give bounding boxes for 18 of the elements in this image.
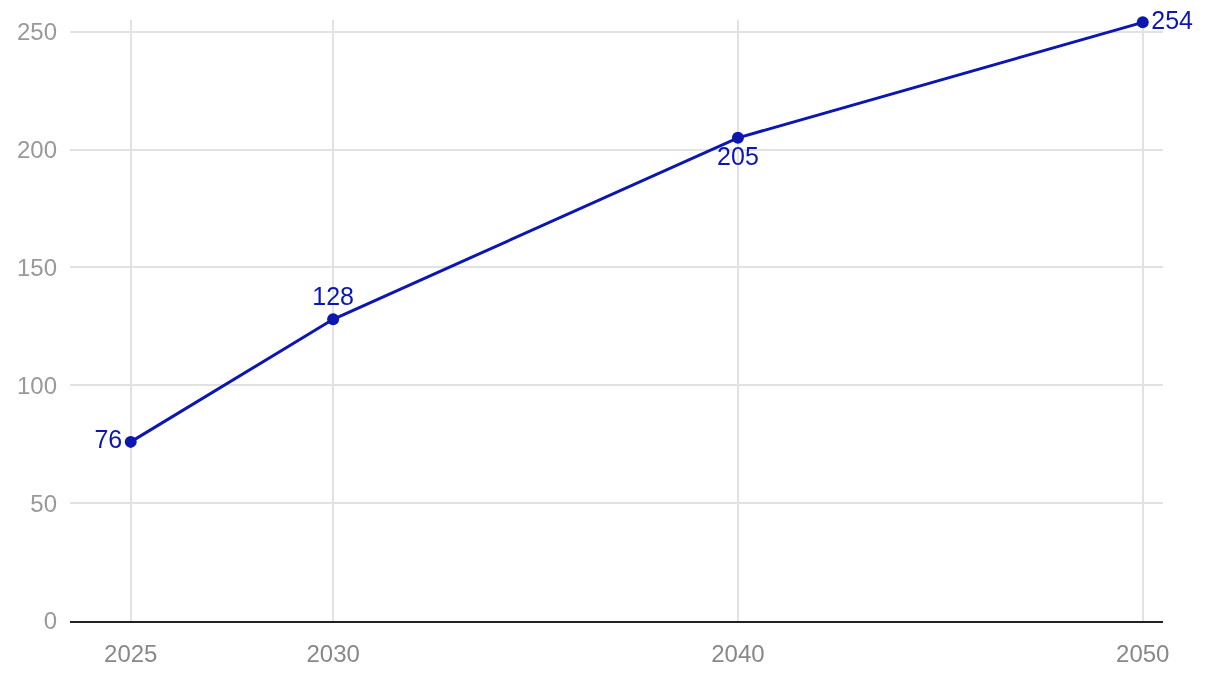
y-tick-label: 0 xyxy=(43,607,57,635)
point xyxy=(1136,16,1149,29)
y-tick-label: 250 xyxy=(16,18,57,46)
point xyxy=(327,313,340,326)
data-label: 205 xyxy=(717,142,759,171)
point xyxy=(124,435,137,448)
x-tick-label: 2040 xyxy=(711,639,765,667)
y-tick-label: 50 xyxy=(30,489,57,517)
data-label: 128 xyxy=(312,281,354,310)
y-tick-label: 150 xyxy=(16,253,57,281)
y-tick-label: 200 xyxy=(16,136,57,164)
x-tick-label: 2025 xyxy=(104,639,158,667)
data-label: 76 xyxy=(94,425,123,454)
x-tick-label: 2030 xyxy=(306,639,360,667)
y-tick-label: 100 xyxy=(16,371,57,399)
data-label: 254 xyxy=(1151,5,1194,34)
point xyxy=(731,131,744,144)
x-tick-label: 2050 xyxy=(1116,639,1170,667)
